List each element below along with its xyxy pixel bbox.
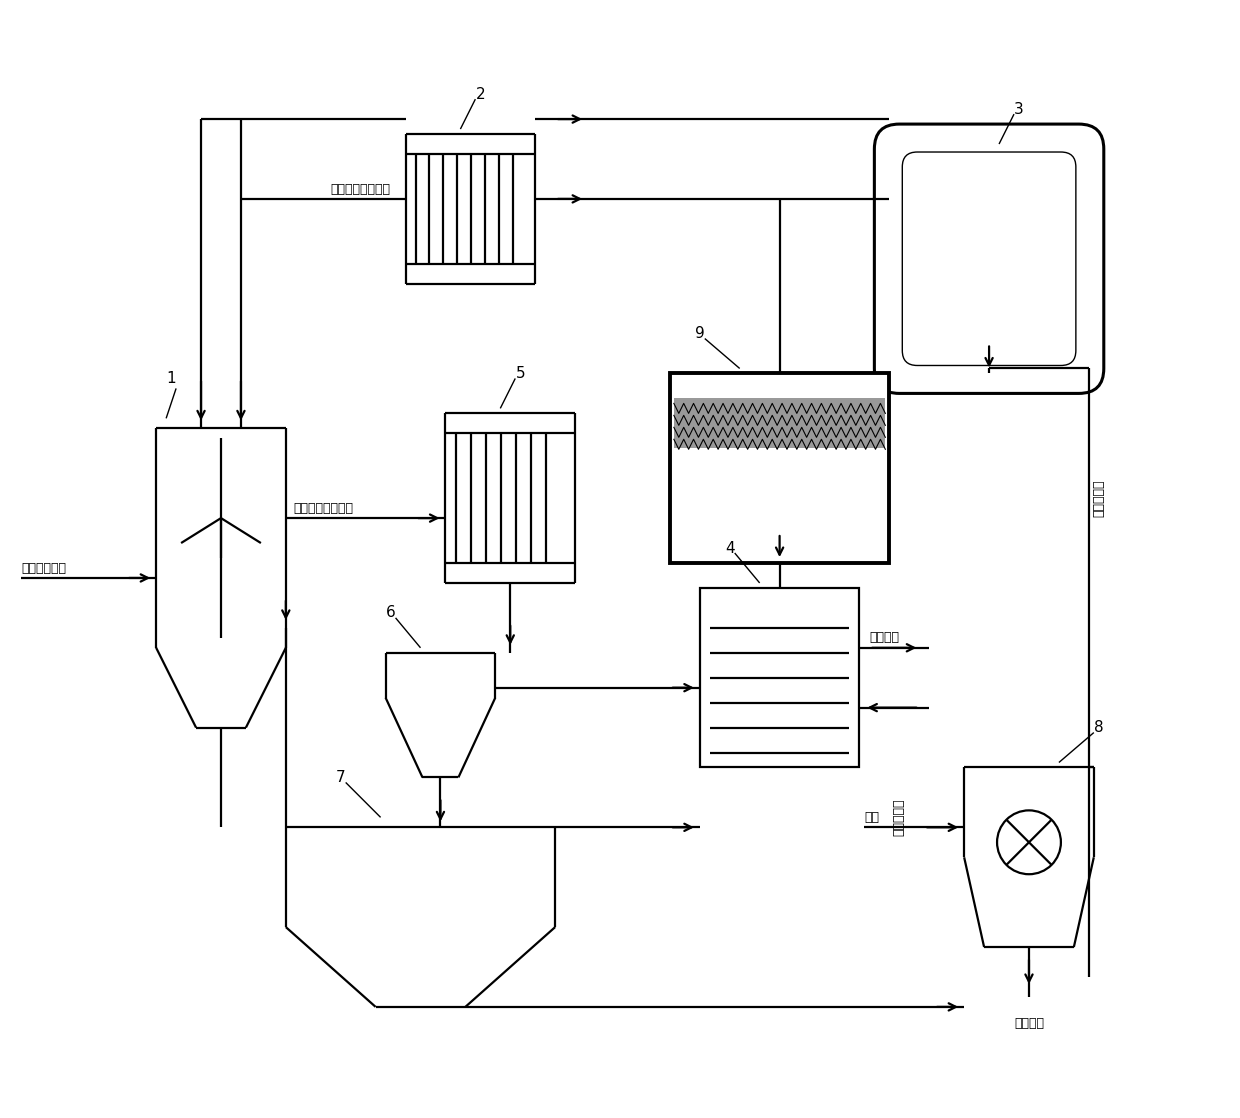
Text: 预热空气: 预热空气 [869,631,899,644]
Text: 9: 9 [694,326,704,341]
Text: 空气: 空气 [864,812,879,824]
Text: 高温循环换热介质: 高温循环换热介质 [331,183,391,196]
Bar [699,588,859,767]
Text: 4: 4 [725,540,734,556]
Text: 1: 1 [166,371,176,386]
Text: 有机污染土壤: 有机污染土壤 [21,562,67,575]
Text: 3: 3 [1014,102,1024,116]
Text: 2: 2 [475,87,485,102]
Text: 6: 6 [386,605,396,620]
Text: 低温循环换热介质: 低温循环换热介质 [294,502,353,515]
Text: 7: 7 [336,770,346,785]
Text: 低温不凝气: 低温不凝气 [893,798,905,836]
Text: 清洁土壤: 清洁土壤 [1014,1017,1044,1030]
Text: 8: 8 [1094,720,1104,735]
Bar [673,398,885,448]
Text: 低温不凝气: 低温不凝气 [1092,480,1105,517]
Bar [670,373,889,563]
Text: 5: 5 [516,366,525,381]
